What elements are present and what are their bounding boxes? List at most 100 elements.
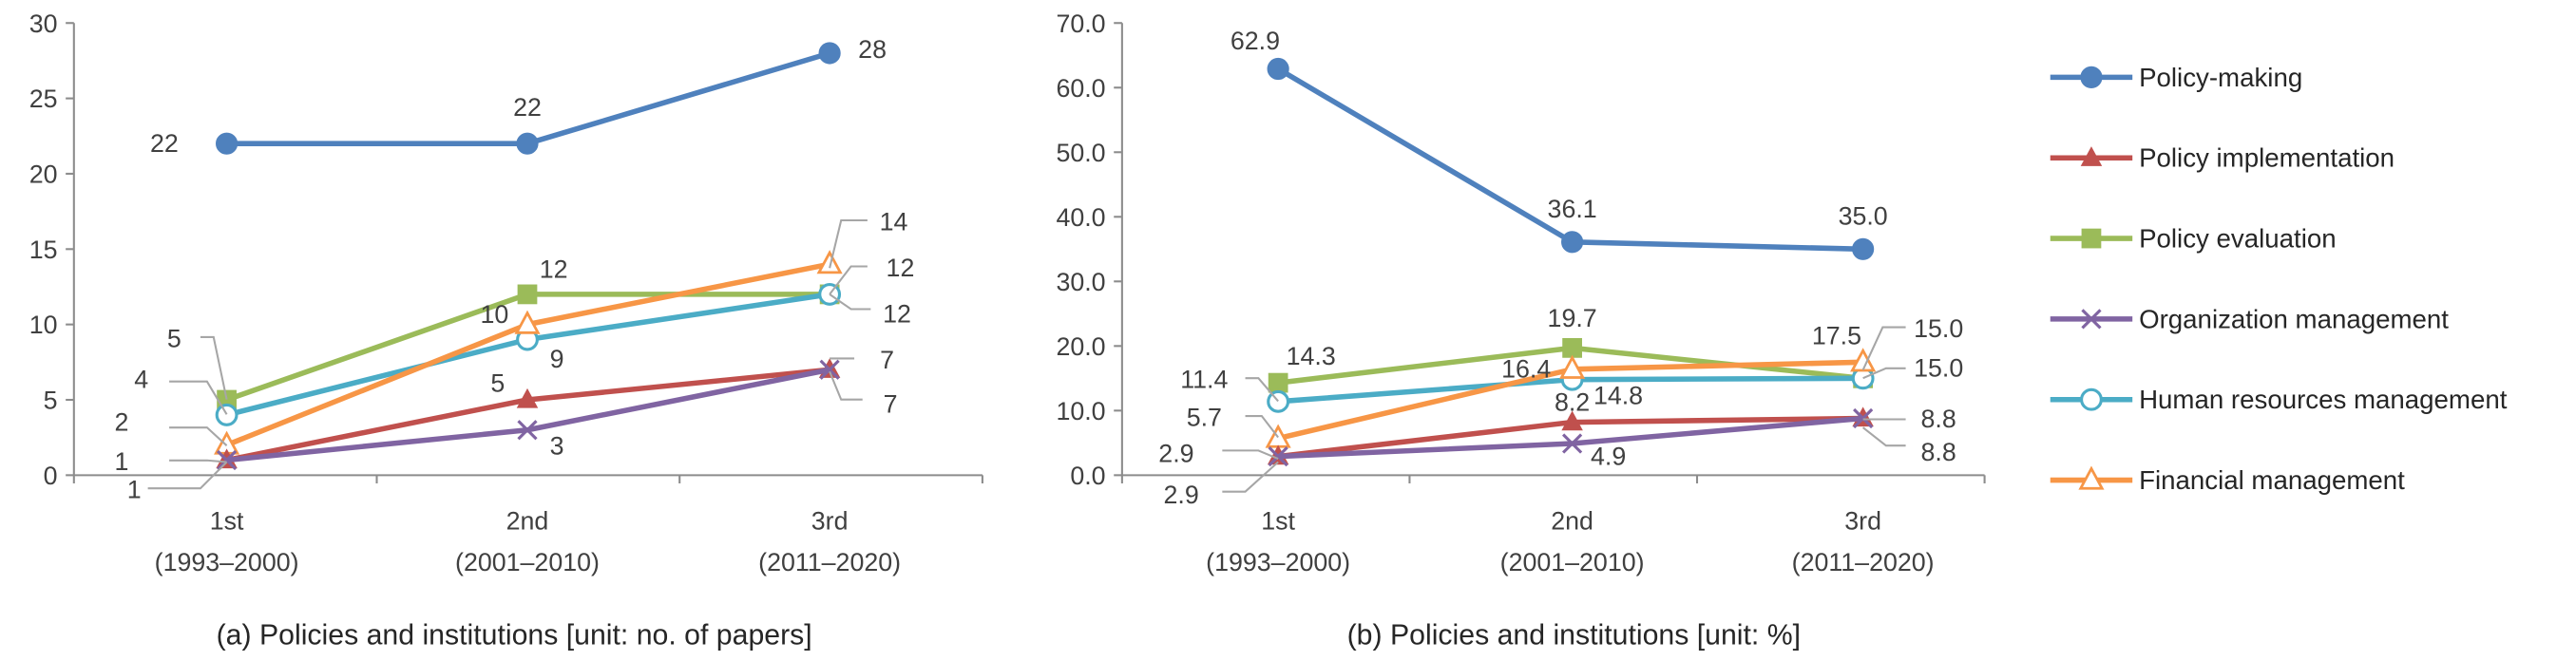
chart-b-y-tick-label: 60.0 [1056, 74, 1105, 103]
chart-b-point-policy-making [1267, 57, 1289, 81]
legend-item-policy-implementation: Policy implementation [2050, 143, 2395, 173]
chart-a-data-label: 3 [550, 432, 564, 461]
legend-label: Human resources management [2139, 385, 2508, 414]
legend-marker [2081, 309, 2102, 330]
legend-marker [2080, 387, 2103, 411]
chart-b-point-financial-management [1559, 354, 1586, 379]
chart-b-series-policy-making [1267, 57, 1875, 260]
chart-b-data-label: 8.8 [1921, 438, 1956, 466]
chart-a-data-label: 5 [490, 368, 505, 397]
chart-a-y-tick-label: 30 [29, 9, 58, 38]
chart-b-data-label: 16.4 [1501, 354, 1551, 383]
chart-a-leader-line [829, 218, 868, 269]
chart-a-point-policy-making [216, 132, 239, 155]
chart-a-data-label: 9 [550, 345, 564, 373]
chart-b-point-policy-making [1561, 231, 1584, 254]
chart-a-data-label: 10 [481, 300, 509, 329]
chart-b-data-label: 15.0 [1914, 353, 1963, 382]
chart-a-series-organization-management [216, 359, 840, 471]
chart-b-data-label: 36.1 [1548, 195, 1597, 223]
legend-item-human-resources-management: Human resources management [2050, 385, 2508, 414]
legend-marker [2080, 146, 2103, 166]
legend-item-organization-management: Organization management [2050, 304, 2449, 333]
chart-b-y-tick-label: 20.0 [1056, 332, 1105, 361]
chart-b-data-label: 35.0 [1839, 201, 1888, 230]
chart-b-data-label: 8.8 [1921, 405, 1956, 433]
chart-a-point-policy-implementation [516, 387, 539, 408]
chart-b-x-tick-label: 2nd [1551, 506, 1593, 535]
chart-a-y-tick-label: 10 [29, 311, 58, 339]
chart-a-leader-line [147, 461, 228, 490]
chart-b-point-policy-making [1852, 237, 1875, 260]
legend-marker [2078, 465, 2105, 490]
chart-b-data-label: 19.7 [1548, 304, 1597, 332]
chart-a-leader-line [829, 293, 871, 311]
chart-a-data-label: 22 [150, 129, 179, 158]
chart-b-series-organization-management [1268, 407, 1874, 467]
chart-b-y-tick-label: 70.0 [1056, 9, 1105, 38]
chart-b-data-label: 14.8 [1593, 382, 1643, 410]
chart-b-y-tick-label: 30.0 [1056, 268, 1105, 296]
chart-a-x-tick-sublabel: (1993–2000) [155, 548, 299, 576]
chart-b-data-label: 11.4 [1180, 366, 1228, 394]
chart-b-point-policy-evaluation [1268, 372, 1288, 393]
chart-a-data-label: 12 [887, 254, 915, 282]
chart-b-point-organization-management [1268, 446, 1288, 467]
chart-a-y-tick-label: 15 [29, 236, 58, 264]
chart-a-y-tick-label: 0 [44, 462, 58, 490]
chart-a-leader-line [169, 459, 227, 463]
chart-a-x-tick-label: 2nd [506, 506, 549, 535]
chart-a-line-policy-implementation [226, 367, 830, 463]
legend: Policy-making Policy implementation Policy… [2050, 63, 2508, 495]
legend-label: Policy-making [2139, 63, 2302, 92]
chart-a-series-human-resources-management [215, 282, 842, 426]
chart-a-leader-line [200, 335, 228, 400]
chart-a-point-organization-management [517, 420, 538, 441]
chart-b-data-label: 2.9 [1158, 439, 1193, 467]
chart-a-leader-line [169, 380, 228, 415]
chart-b-leader-line [1861, 426, 1906, 447]
chart-a-leader-line [829, 370, 863, 401]
chart-a-y-tick-label: 25 [29, 85, 58, 113]
chart-a-data-label: 1 [114, 447, 128, 476]
chart-a-caption: (a) Policies and institutions [unit: no.… [217, 620, 812, 652]
chart-b-data-label: 8.2 [1555, 387, 1590, 416]
chart-a-data-label: 1 [127, 476, 142, 504]
chart-a-leader-line [829, 265, 868, 295]
chart-a-point-organization-management [216, 449, 238, 471]
chart-b-leader-line [1222, 449, 1279, 461]
chart-b-leader-line [1245, 414, 1279, 439]
chart-a-point-human-resources-management [215, 403, 239, 426]
chart-a-data-label: 5 [167, 324, 181, 352]
chart-b-x-tick-label: 1st [1261, 506, 1295, 535]
chart-b-y-tick-label: 10.0 [1056, 397, 1105, 425]
chart-b-data-label: 4.9 [1591, 443, 1626, 471]
legend-item-policy-evaluation: Policy evaluation [2050, 224, 2337, 254]
chart-a-x-tick-label: 3rd [811, 506, 849, 535]
chart-b-point-policy-evaluation [1562, 337, 1582, 358]
chart-a-x-tick-sublabel: (2011–2020) [758, 548, 901, 576]
chart-a-point-policy-making [516, 132, 539, 155]
legend-marker [2080, 66, 2103, 88]
chart-b-x-tick-sublabel: (2011–2020) [1792, 548, 1935, 576]
chart-b-data-label: 5.7 [1187, 403, 1222, 431]
chart-a-policies-papers: 0510152025301st(1993–2000)2nd(2001–2010)… [29, 9, 983, 576]
chart-b-series-financial-management [1265, 348, 1877, 448]
legend-marker [2081, 228, 2102, 249]
chart-a-data-label: 12 [540, 255, 568, 284]
chart-a-data-label: 7 [880, 346, 894, 374]
chart-b-x-tick-label: 3rd [1844, 506, 1881, 535]
chart-b-data-label: 14.3 [1287, 342, 1336, 370]
chart-a-point-financial-management [816, 250, 843, 274]
chart-a-data-label: 4 [134, 366, 148, 394]
chart-b-leader-line [1861, 326, 1906, 370]
chart-b-data-label: 15.0 [1914, 314, 1963, 343]
chart-b-leader-line [1862, 367, 1906, 380]
legend-label: Policy evaluation [2139, 224, 2337, 254]
chart-a-line-organization-management [226, 367, 830, 463]
chart-a-point-policy-making [818, 42, 841, 65]
chart-b-data-label: 62.9 [1231, 27, 1280, 55]
chart-a-leader-line [169, 426, 228, 446]
chart-b-y-tick-label: 40.0 [1056, 203, 1105, 232]
chart-b-caption: (b) Policies and institutions [unit: %] [1347, 620, 1801, 652]
